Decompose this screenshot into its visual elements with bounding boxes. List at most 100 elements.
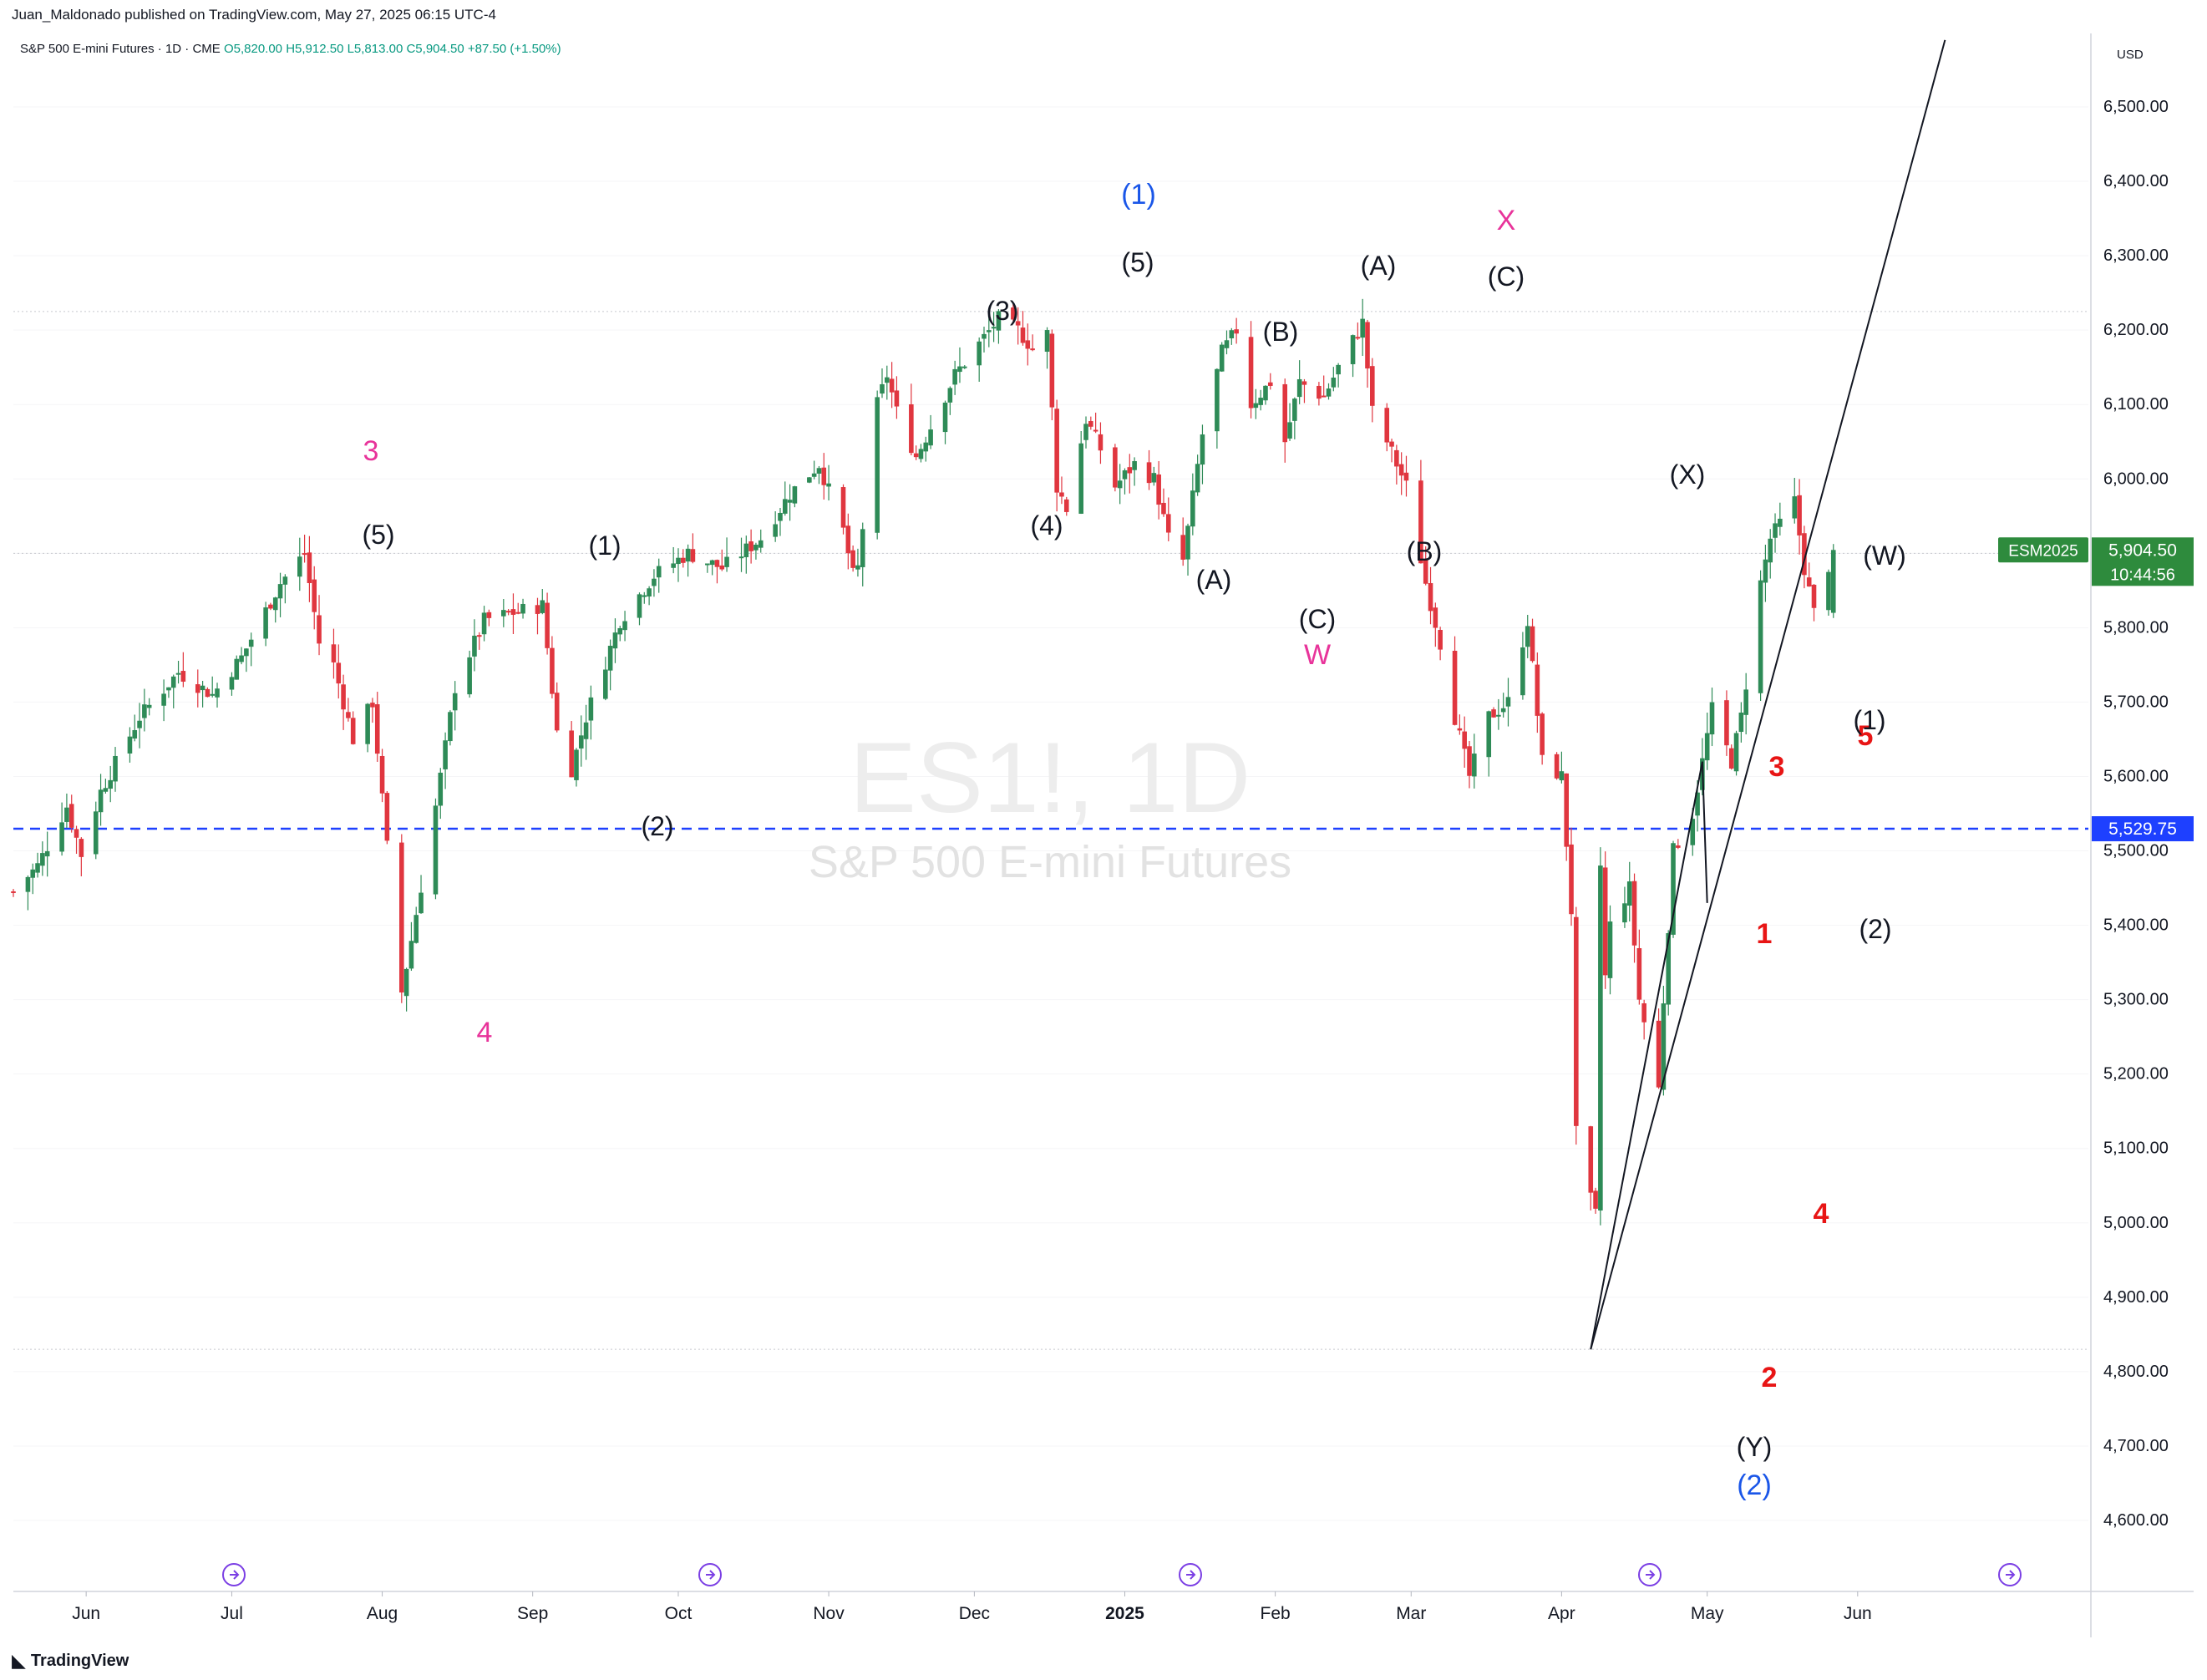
price-axis-label: 4,900.00 xyxy=(2103,1288,2169,1307)
symbol-info: S&P 500 E-mini Futures · 1D · CME xyxy=(20,42,221,56)
candle-body xyxy=(676,557,681,565)
candle-body xyxy=(1336,364,1341,375)
ohlc-values: O5,820.00 H5,912.50 L5,813.00 C5,904.50 … xyxy=(223,42,561,56)
tradingview-logo[interactable]: ◣ TradingView xyxy=(12,1651,129,1672)
candle-body xyxy=(1398,464,1404,476)
wave-label: (2) xyxy=(641,811,673,841)
candle-body xyxy=(1127,467,1133,474)
candle-body xyxy=(1690,819,1696,845)
candle-body xyxy=(1728,748,1734,769)
candle-body xyxy=(239,655,244,662)
economic-event-icon[interactable] xyxy=(1638,1563,1662,1586)
candle-body xyxy=(1253,403,1259,409)
trend-line xyxy=(1590,39,1946,1350)
wave-label: 4 xyxy=(477,1017,493,1048)
price-axis-label: 6,400.00 xyxy=(2103,172,2169,190)
candle-body xyxy=(1593,1190,1598,1209)
price-axis-label: 4,600.00 xyxy=(2103,1511,2169,1530)
candle-body xyxy=(170,676,176,688)
price-axis-label: 5,300.00 xyxy=(2103,991,2169,1009)
candle-body xyxy=(1224,340,1230,348)
candle-body xyxy=(307,552,312,583)
candle-body xyxy=(1676,845,1681,848)
candle-body xyxy=(11,891,16,893)
economic-event-icon[interactable] xyxy=(698,1563,722,1586)
last-price-value: 5,904.50 xyxy=(2108,541,2177,560)
candle-body xyxy=(64,807,69,822)
candle-body xyxy=(365,703,370,744)
time-axis-label: Jul xyxy=(221,1604,243,1623)
price-axis-label: 5,000.00 xyxy=(2103,1214,2169,1232)
candle-body xyxy=(1282,383,1288,443)
candle-body xyxy=(928,429,933,446)
candle-body xyxy=(1607,921,1613,978)
candle-body xyxy=(146,704,152,708)
wave-label: 5 xyxy=(1858,720,1874,752)
candle-body xyxy=(996,311,1002,331)
candle-body xyxy=(302,553,307,556)
price-axis-label: 5,500.00 xyxy=(2103,842,2169,860)
candles xyxy=(11,298,1836,1226)
candle-body xyxy=(714,560,720,567)
candle-body xyxy=(93,811,99,855)
candle-body xyxy=(1234,329,1239,334)
candle-body xyxy=(743,543,749,557)
time-axis-label: Feb xyxy=(1261,1604,1291,1623)
candle-body xyxy=(773,524,778,537)
candle-body xyxy=(1132,460,1137,470)
tradingview-logo-icon: ◣ xyxy=(12,1651,26,1672)
candle-body xyxy=(1117,480,1123,489)
candle-body xyxy=(1093,429,1098,432)
candle-body xyxy=(486,612,492,618)
candle-body xyxy=(1292,398,1297,421)
candle-body xyxy=(1146,462,1152,484)
candle-body xyxy=(1015,321,1021,326)
candle-body xyxy=(505,611,511,613)
candle-body xyxy=(1248,337,1254,409)
candle-body xyxy=(413,915,419,943)
economic-event-icon[interactable] xyxy=(222,1563,246,1586)
wave-labels: 3 (5) 4 (1) (2) (3) (4) (1) (5) (A) (B) (C) W (A) (B) X… xyxy=(362,179,1905,1501)
economic-event-icon[interactable] xyxy=(1179,1563,1202,1586)
candle-body xyxy=(195,684,200,693)
candle-body xyxy=(1384,408,1390,443)
candle-body xyxy=(384,793,390,841)
candle-body xyxy=(807,477,812,483)
candle-body xyxy=(550,647,555,694)
wave-label: (1) xyxy=(588,530,621,561)
candle-body xyxy=(987,330,992,332)
candle-body xyxy=(821,467,827,485)
candle-body xyxy=(1161,502,1166,515)
candle-body xyxy=(1418,480,1423,564)
candle-body xyxy=(510,609,516,615)
candle-body xyxy=(758,540,764,548)
time-axis-label: Apr xyxy=(1548,1604,1575,1623)
price-axis-label: 6,100.00 xyxy=(2103,395,2169,414)
candle-body xyxy=(947,388,953,403)
candle-body xyxy=(1641,1002,1646,1023)
candle-body xyxy=(1802,533,1807,576)
time-axis-label: Oct xyxy=(665,1604,693,1623)
candle-body xyxy=(1030,348,1035,351)
candle-body xyxy=(1505,697,1511,707)
candle-body xyxy=(607,645,613,671)
price-axis-label: 6,000.00 xyxy=(2103,469,2169,488)
wave-label: (B) xyxy=(1407,536,1443,566)
candle-body xyxy=(452,693,458,711)
candle-body xyxy=(652,578,657,586)
candle-body xyxy=(443,740,448,769)
candle-body xyxy=(520,603,525,614)
candle-body xyxy=(1258,398,1263,405)
candle-body xyxy=(317,615,322,644)
candle-body xyxy=(229,677,235,690)
price-axis-label: 4,800.00 xyxy=(2103,1363,2169,1381)
candle-body xyxy=(331,644,337,662)
candle-body xyxy=(709,560,715,566)
trend-line xyxy=(1701,761,1708,903)
earnings-event-icon[interactable] xyxy=(1998,1563,2022,1586)
candle-body xyxy=(277,584,283,599)
candle-body xyxy=(1467,746,1472,776)
candle-body xyxy=(845,525,851,554)
candle-body xyxy=(1569,844,1574,915)
